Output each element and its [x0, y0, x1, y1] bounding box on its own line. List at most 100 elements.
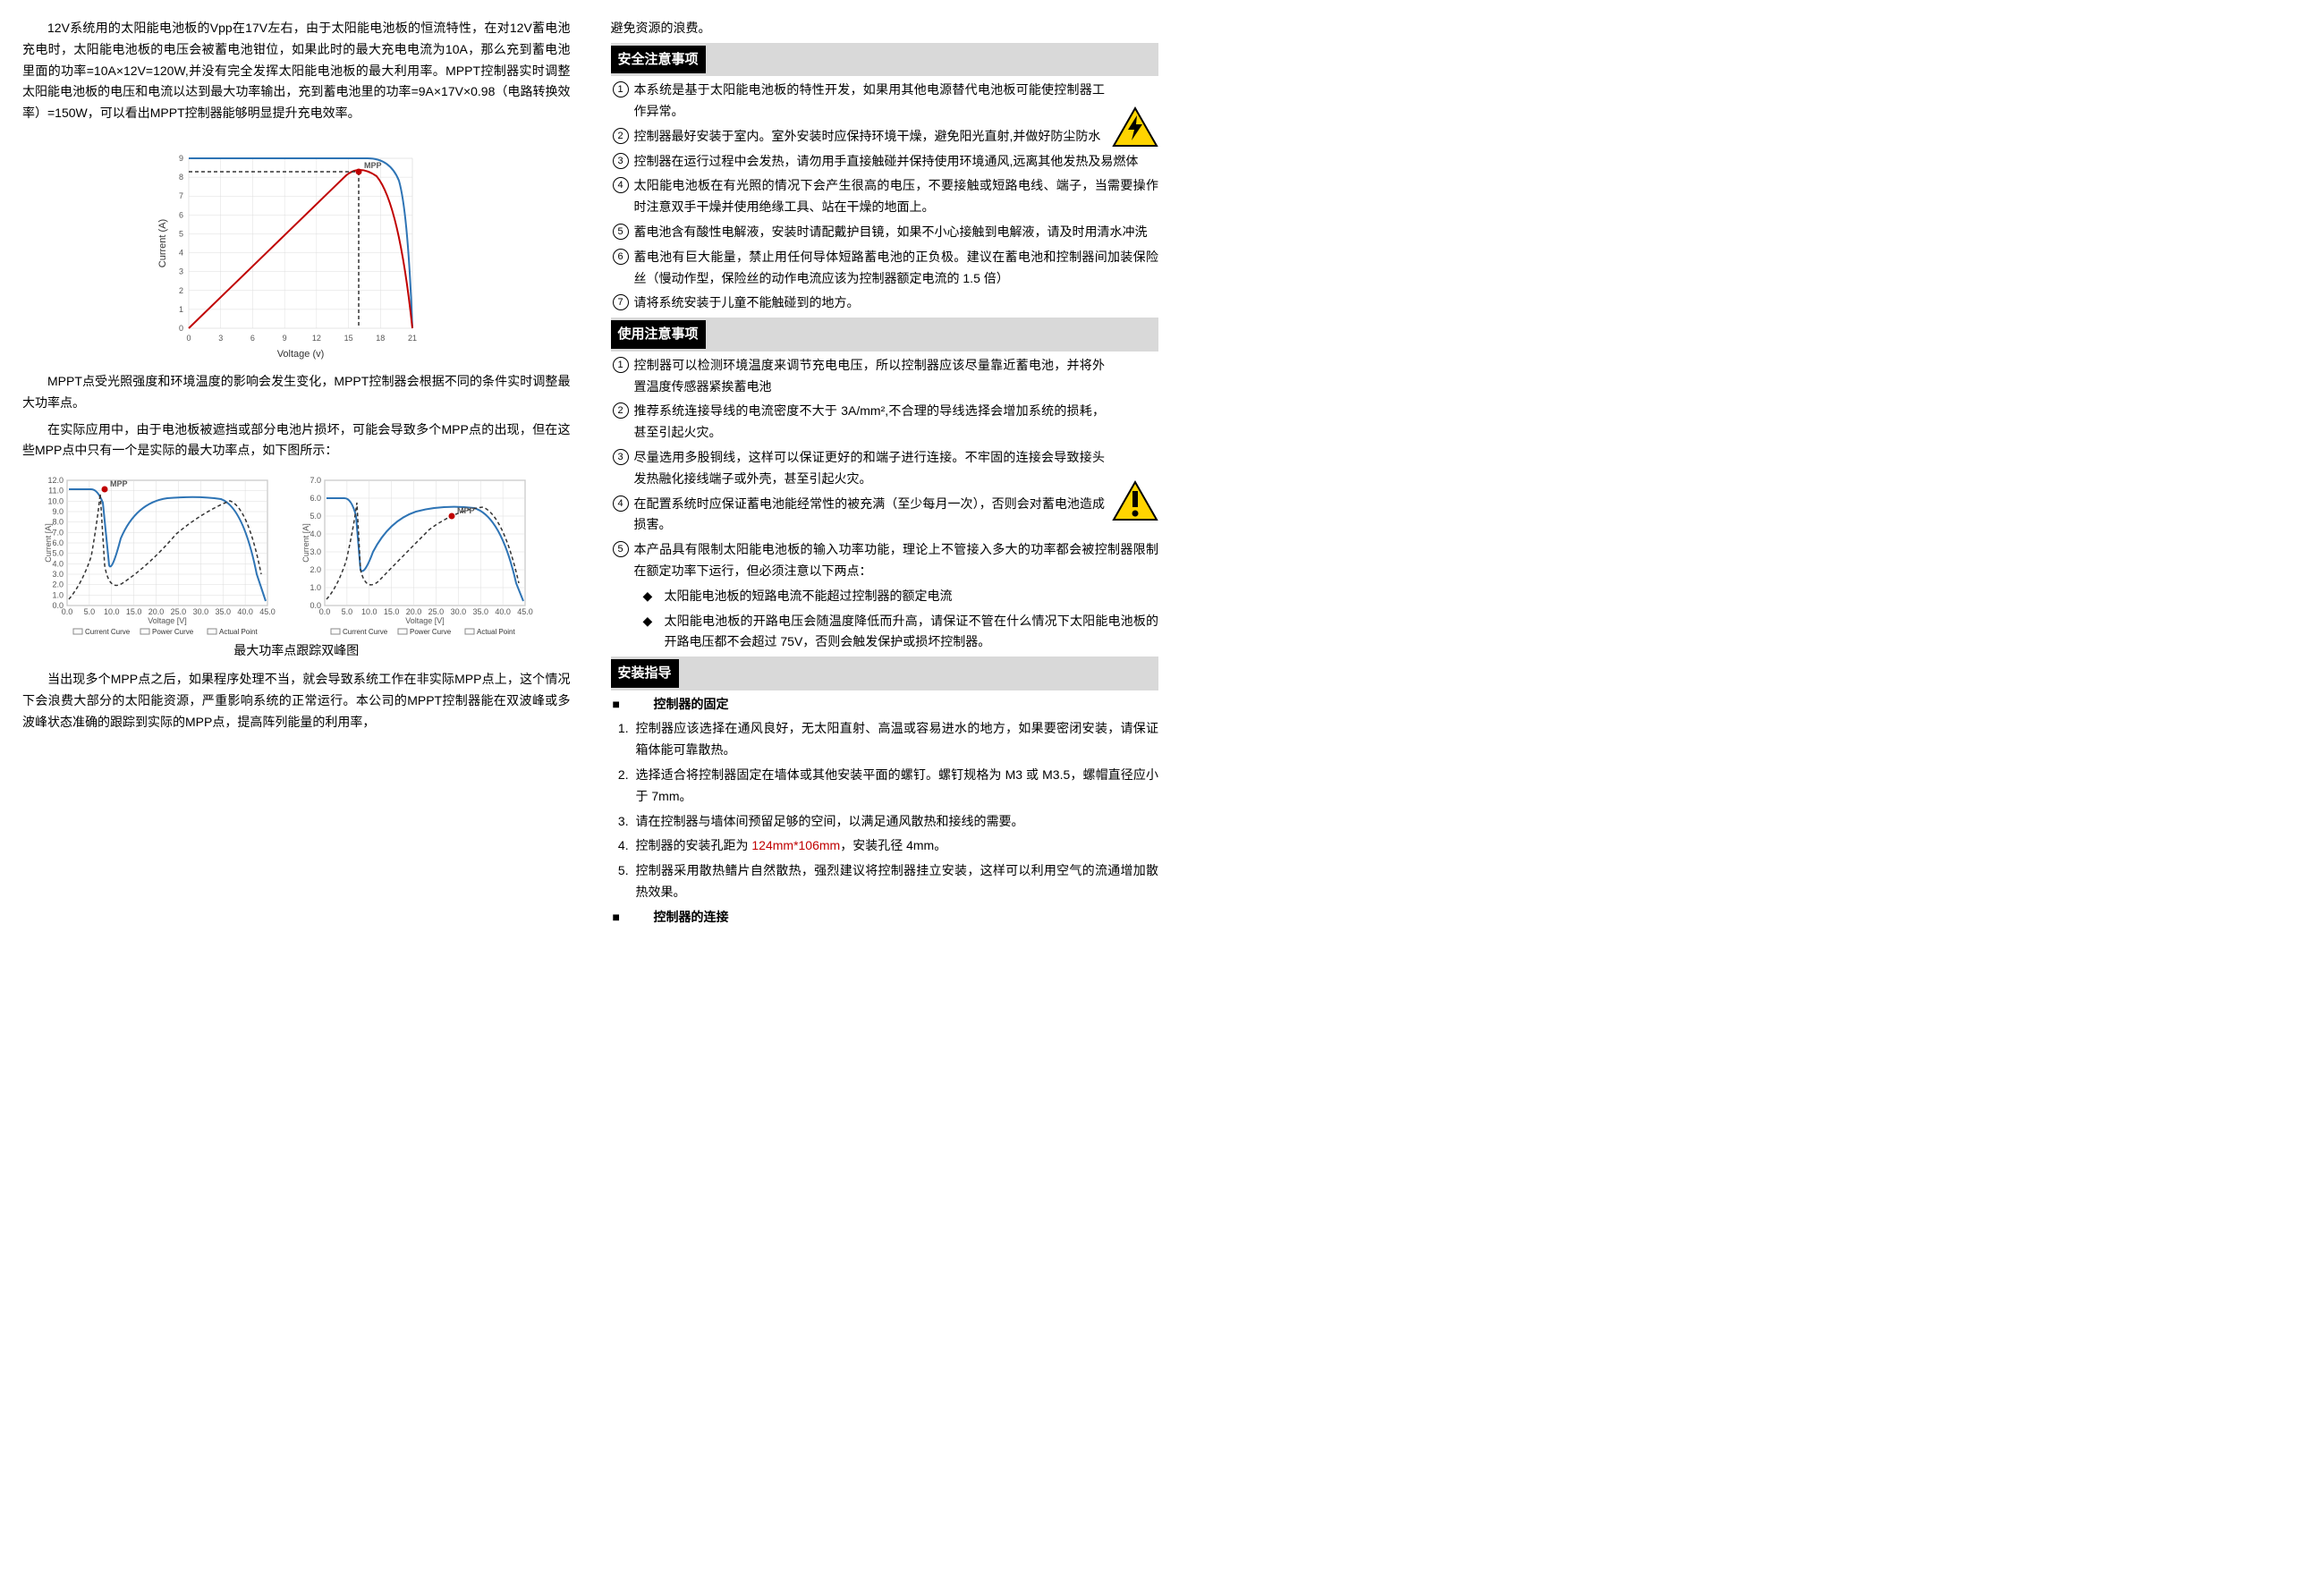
svg-text:1: 1 [179, 305, 183, 314]
svg-text:8: 8 [179, 173, 183, 182]
svg-text:7: 7 [179, 191, 183, 200]
svg-text:4: 4 [179, 249, 183, 258]
svg-text:Voltage [V]: Voltage [V] [148, 616, 187, 625]
svg-text:Current Curve: Current Curve [85, 628, 131, 636]
svg-text:Actual Point: Actual Point [219, 628, 258, 636]
page-container: 12V系统用的太阳能电池板的Vpp在17V左右，由于太阳能电池板的恒流特性，在对… [22, 18, 1158, 932]
svg-text:7.0: 7.0 [53, 529, 64, 538]
svg-text:10.0: 10.0 [48, 497, 64, 506]
usage-subitem: 太阳能电池板的短路电流不能超过控制器的额定电流 [611, 586, 1159, 607]
svg-text:25.0: 25.0 [171, 607, 187, 616]
usage-list: 控制器可以检测环境温度来调节充电电压，所以控制器应该尽量靠近蓄电池，并将外置温度… [611, 355, 1159, 582]
svg-text:3: 3 [218, 334, 223, 343]
svg-text:30.0: 30.0 [451, 607, 467, 616]
svg-text:15.0: 15.0 [384, 607, 400, 616]
svg-text:Current (A): Current (A) [157, 219, 168, 267]
svg-text:45.0: 45.0 [517, 607, 533, 616]
svg-text:10.0: 10.0 [361, 607, 377, 616]
svg-text:5.0: 5.0 [310, 512, 322, 521]
mppt-iv-chart: MPP 0369121518210123456789 Voltage (v) C… [22, 131, 571, 364]
usage-item: 在配置系统时应保证蓄电池能经常性的被充满（至少每月一次），否则会对蓄电池造成损害… [611, 494, 1159, 537]
svg-text:5.0: 5.0 [342, 607, 353, 616]
svg-text:4.0: 4.0 [53, 560, 64, 569]
svg-text:5: 5 [179, 229, 183, 238]
svg-text:2.0: 2.0 [53, 580, 64, 589]
svg-text:9.0: 9.0 [53, 507, 64, 516]
safety-item: 控制器在运行过程中会发热，请勿用手直接触碰并保持使用环境通风,远离其他发热及易燃… [611, 151, 1159, 173]
svg-text:0.0: 0.0 [53, 601, 64, 610]
svg-text:15: 15 [344, 334, 353, 343]
paragraph-4: 当出现多个MPP点之后，如果程序处理不当，就会导致系统工作在非实际MPP点上，这… [22, 669, 571, 733]
install-sub1-header: 控制器的固定 [611, 694, 1159, 716]
safety-item: 蓄电池含有酸性电解液，安装时请配戴护目镜，如果不小心接触到电解液，请及时用清水冲… [611, 222, 1159, 243]
svg-text:2.0: 2.0 [310, 565, 322, 574]
svg-text:30.0: 30.0 [193, 607, 209, 616]
svg-text:1.0: 1.0 [310, 583, 322, 592]
install-item: 控制器的安装孔距为 124mm*106mm，安装孔径 4mm。 [632, 835, 1159, 857]
svg-text:3.0: 3.0 [310, 547, 322, 556]
svg-text:Current [A]: Current [A] [301, 523, 310, 563]
safety-item: 本系统是基于太阳能电池板的特性开发，如果用其他电源替代电池板可能使控制器工作异常… [611, 80, 1159, 123]
safety-list: 本系统是基于太阳能电池板的特性开发，如果用其他电源替代电池板可能使控制器工作异常… [611, 80, 1159, 314]
svg-text:0.0: 0.0 [310, 601, 322, 610]
svg-text:Current [A]: Current [A] [44, 523, 53, 563]
svg-text:9: 9 [283, 334, 287, 343]
install-item: 请在控制器与墙体间预留足够的空间，以满足通风散热和接线的需要。 [632, 811, 1159, 833]
svg-text:12.0: 12.0 [48, 476, 64, 485]
chart-3-svg: MPP 0.0 5.0 10.0 15.0 20.0 25.0 30.0 35.0 40.0 45… [300, 467, 550, 637]
svg-text:10.0: 10.0 [104, 607, 120, 616]
right-column: 避免资源的浪费。 安全注意事项 本系统是基于太阳能电池板的特性开发，如果用其他电… [611, 18, 1159, 932]
svg-text:Power Curve: Power Curve [410, 628, 452, 636]
svg-text:5.0: 5.0 [84, 607, 96, 616]
usage-sublist: 太阳能电池板的短路电流不能超过控制器的额定电流太阳能电池板的开路电压会随温度降低… [611, 586, 1159, 653]
safety-item: 控制器最好安装于室内。室外安装时应保持环境干燥，避免阳光直射,并做好防尘防水 [611, 126, 1159, 148]
safety-item: 请将系统安装于儿童不能触碰到的地方。 [611, 292, 1159, 314]
safety-item: 蓄电池有巨大能量，禁止用任何导体短路蓄电池的正负极。建议在蓄电池和控制器间加装保… [611, 247, 1159, 290]
paragraph-3: 在实际应用中，由于电池板被遮挡或部分电池片损坏，可能会导致多个MPP点的出现，但… [22, 419, 571, 462]
svg-text:20.0: 20.0 [406, 607, 422, 616]
install-sub2-header: 控制器的连接 [611, 907, 1159, 928]
svg-text:35.0: 35.0 [216, 607, 232, 616]
svg-text:40.0: 40.0 [496, 607, 512, 616]
svg-text:3.0: 3.0 [53, 570, 64, 579]
install-list: 控制器应该选择在通风良好，无太阳直射、高温或容易进水的地方，如果要密闭安装，请保… [611, 718, 1159, 902]
top-continuation: 避免资源的浪费。 [611, 18, 1159, 39]
svg-text:0: 0 [187, 334, 191, 343]
svg-text:45.0: 45.0 [259, 607, 276, 616]
svg-text:35.0: 35.0 [473, 607, 489, 616]
paragraph-2: MPPT点受光照强度和环境温度的影响会发生变化，MPPT控制器会根据不同的条件实… [22, 371, 571, 414]
svg-text:6.0: 6.0 [310, 494, 322, 503]
svg-text:18: 18 [377, 334, 386, 343]
svg-text:6: 6 [250, 334, 255, 343]
svg-text:9: 9 [179, 154, 183, 163]
safety-header: 安全注意事项 [611, 43, 1159, 77]
svg-text:Voltage [V]: Voltage [V] [405, 616, 445, 625]
usage-subitem: 太阳能电池板的开路电压会随温度降低而升高，请保证不管在什么情况下太阳能电池板的开… [611, 611, 1159, 654]
svg-text:MPP: MPP [457, 506, 475, 515]
safety-item: 太阳能电池板在有光照的情况下会产生很高的电压，不要接触或短路电线、端子，当需要操… [611, 175, 1159, 218]
left-column: 12V系统用的太阳能电池板的Vpp在17V左右，由于太阳能电池板的恒流特性，在对… [22, 18, 571, 932]
svg-text:5.0: 5.0 [53, 549, 64, 558]
chart-2-svg: MPP 0.05.010.015.020.025.030.035.040.045… [42, 467, 293, 637]
chart-1-svg: MPP 0369121518210123456789 Voltage (v) C… [153, 131, 439, 364]
svg-text:Current Curve: Current Curve [343, 628, 388, 636]
svg-text:Voltage (v): Voltage (v) [277, 349, 325, 360]
svg-text:11.0: 11.0 [48, 487, 64, 496]
install-item: 选择适合将控制器固定在墙体或其他安装平面的螺钉。螺钉规格为 M3 或 M3.5，… [632, 765, 1159, 808]
dual-peak-charts: MPP 0.0 5.0 10.0 15.0 20.0 25.0 30.0 35.0 40.0 45… [22, 467, 571, 637]
install-header: 安装指导 [611, 656, 1159, 690]
svg-text:6.0: 6.0 [53, 538, 64, 547]
install-item: 控制器应该选择在通风良好，无太阳直射、高温或容易进水的地方，如果要密闭安装，请保… [632, 718, 1159, 761]
svg-text:6: 6 [179, 210, 183, 219]
svg-text:8.0: 8.0 [53, 518, 64, 527]
usage-item: 尽量选用多股铜线，这样可以保证更好的和端子进行连接。不牢固的连接会导致接头发热融… [611, 447, 1159, 490]
svg-text:0: 0 [179, 324, 183, 333]
dual-peak-caption: 最大功率点跟踪双峰图 [22, 640, 571, 662]
svg-text:25.0: 25.0 [428, 607, 445, 616]
svg-text:4.0: 4.0 [310, 529, 322, 538]
usage-item: 推荐系统连接导线的电流密度不大于 3A/mm²,不合理的导线选择会增加系统的损耗… [611, 401, 1159, 444]
svg-text:15.0: 15.0 [126, 607, 142, 616]
svg-text:12: 12 [312, 334, 321, 343]
svg-text:MPP: MPP [110, 479, 128, 488]
paragraph-1: 12V系统用的太阳能电池板的Vpp在17V左右，由于太阳能电池板的恒流特性，在对… [22, 18, 571, 124]
